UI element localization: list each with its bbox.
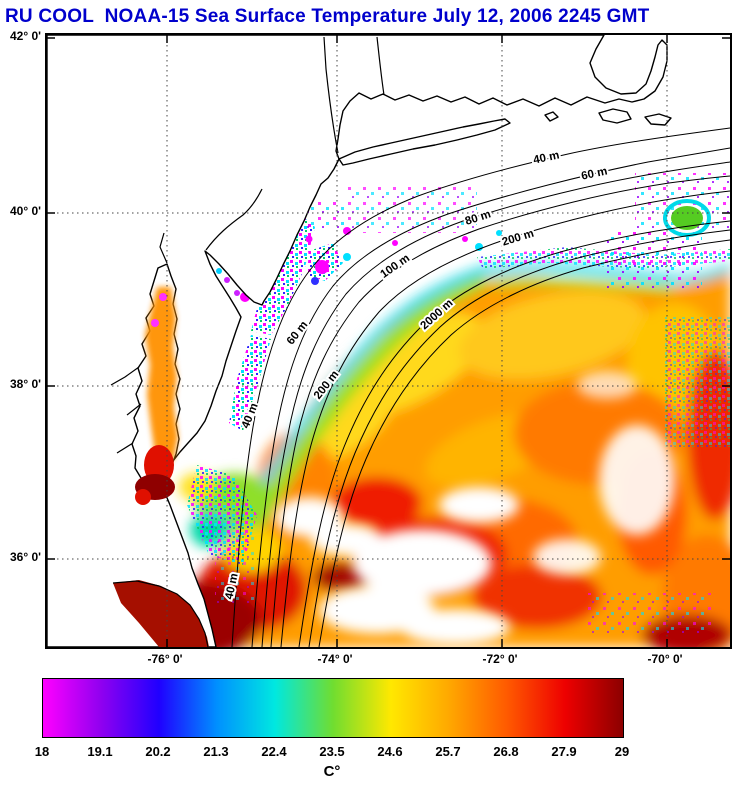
bathymetry-contours xyxy=(231,127,730,647)
y-axis-tick: 40° 0' xyxy=(9,204,41,218)
sound-inner-shoreline xyxy=(112,580,209,647)
colorbar-tick: 29 xyxy=(614,744,630,759)
colorbar xyxy=(42,678,624,738)
james-river xyxy=(116,442,134,454)
x-axis-tick: -70° 0' xyxy=(647,652,683,666)
axis-ticks xyxy=(47,35,730,647)
colorbar-unit-label: C° xyxy=(323,763,341,780)
y-axis-tick: 42° 0' xyxy=(9,29,41,43)
colorbar-tick: 24.6 xyxy=(377,744,403,759)
mainland-coast xyxy=(47,35,668,647)
contour-label-60m: 60 m xyxy=(580,165,608,182)
cloud-gaps xyxy=(275,371,675,645)
sst-speckle-fronts xyxy=(187,173,730,635)
colorbar-tick: 21.3 xyxy=(203,744,229,759)
coastline-land xyxy=(47,35,672,647)
colorbar-ticks: 18 19.1 20.2 21.3 22.4 23.5 24.6 25.7 26… xyxy=(35,744,629,760)
nantucket-island xyxy=(644,113,672,126)
colorbar-tick: 18 xyxy=(34,744,50,759)
x-axis-tick: -74° 0' xyxy=(317,652,353,666)
rivers xyxy=(110,36,385,647)
y-axis-tick: 38° 0' xyxy=(9,377,41,391)
sst-map-canvas: 40 m 60 m 80 m 200 m 100 m 2000 m 60 m 2… xyxy=(47,35,730,647)
marthas-vineyard-island xyxy=(598,108,632,124)
colorbar-tick: 22.4 xyxy=(261,744,287,759)
colorbar-tick: 19.1 xyxy=(87,744,113,759)
colorbar-gradient xyxy=(43,679,623,737)
page-title: RU COOL NOAA-15 Sea Surface Temperature … xyxy=(5,6,650,27)
block-island xyxy=(544,111,559,122)
rappahannock-river xyxy=(126,403,142,416)
potomac-river xyxy=(110,366,140,386)
sst-map: 40 m 60 m 80 m 200 m 100 m 2000 m 60 m 2… xyxy=(45,33,732,649)
delaware-river xyxy=(205,188,263,251)
long-island xyxy=(338,118,511,166)
x-axis-tick: -72° 0' xyxy=(482,652,518,666)
susquehanna-river xyxy=(159,232,168,264)
contour-label-100m: 100 m xyxy=(378,252,412,281)
x-axis-tick: -76° 0' xyxy=(147,652,183,666)
y-axis-tick: 36° 0' xyxy=(9,550,41,564)
contour-label-200m: 200 m xyxy=(501,228,536,249)
contour-label-40m: 40 m xyxy=(532,149,560,166)
gridlines xyxy=(47,35,730,647)
connecticut-river xyxy=(376,36,385,96)
hudson-river xyxy=(323,36,339,154)
colorbar-tick: 26.8 xyxy=(493,744,519,759)
colorbar-tick: 27.9 xyxy=(551,744,577,759)
colorbar-tick: 25.7 xyxy=(435,744,461,759)
colorbar-tick: 20.2 xyxy=(145,744,171,759)
contour-label-60m: 60 m xyxy=(285,319,311,347)
colorbar-tick: 23.5 xyxy=(319,744,345,759)
